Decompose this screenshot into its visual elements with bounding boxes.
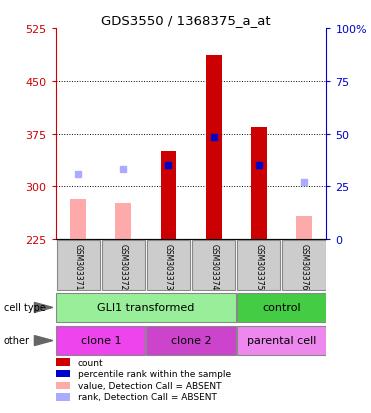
Bar	[70, 199, 86, 240]
Text: GSM303372: GSM303372	[119, 244, 128, 290]
Bar	[192, 240, 235, 290]
Text: clone 1: clone 1	[81, 335, 121, 345]
Bar	[237, 326, 326, 356]
Text: percentile rank within the sample: percentile rank within the sample	[78, 369, 231, 378]
Text: value, Detection Call = ABSENT: value, Detection Call = ABSENT	[78, 381, 221, 390]
Bar	[237, 240, 280, 290]
Polygon shape	[35, 303, 53, 313]
Text: GSM303375: GSM303375	[254, 244, 263, 290]
Bar	[161, 152, 176, 240]
Bar	[147, 240, 190, 290]
Text: clone 2: clone 2	[171, 335, 211, 345]
Text: count: count	[78, 358, 104, 367]
Bar	[147, 326, 236, 356]
Polygon shape	[35, 336, 53, 346]
Bar	[296, 216, 312, 240]
Text: GSM303371: GSM303371	[74, 244, 83, 290]
Text: GLI1 transformed: GLI1 transformed	[97, 302, 195, 312]
Bar	[206, 56, 221, 240]
Text: parental cell: parental cell	[247, 335, 316, 345]
Bar	[282, 240, 326, 290]
Text: GSM303374: GSM303374	[209, 244, 218, 290]
Bar	[56, 240, 100, 290]
Text: GDS3550 / 1368375_a_at: GDS3550 / 1368375_a_at	[101, 14, 270, 27]
Text: control: control	[262, 302, 301, 312]
Bar	[115, 204, 131, 240]
Text: other: other	[4, 335, 30, 345]
Bar	[102, 240, 145, 290]
Bar	[56, 326, 145, 356]
Bar	[251, 127, 267, 240]
Text: rank, Detection Call = ABSENT: rank, Detection Call = ABSENT	[78, 392, 217, 401]
Bar	[237, 293, 326, 323]
Text: cell type: cell type	[4, 302, 46, 312]
Text: GSM303373: GSM303373	[164, 244, 173, 290]
Bar	[56, 293, 236, 323]
Text: GSM303376: GSM303376	[299, 244, 308, 290]
